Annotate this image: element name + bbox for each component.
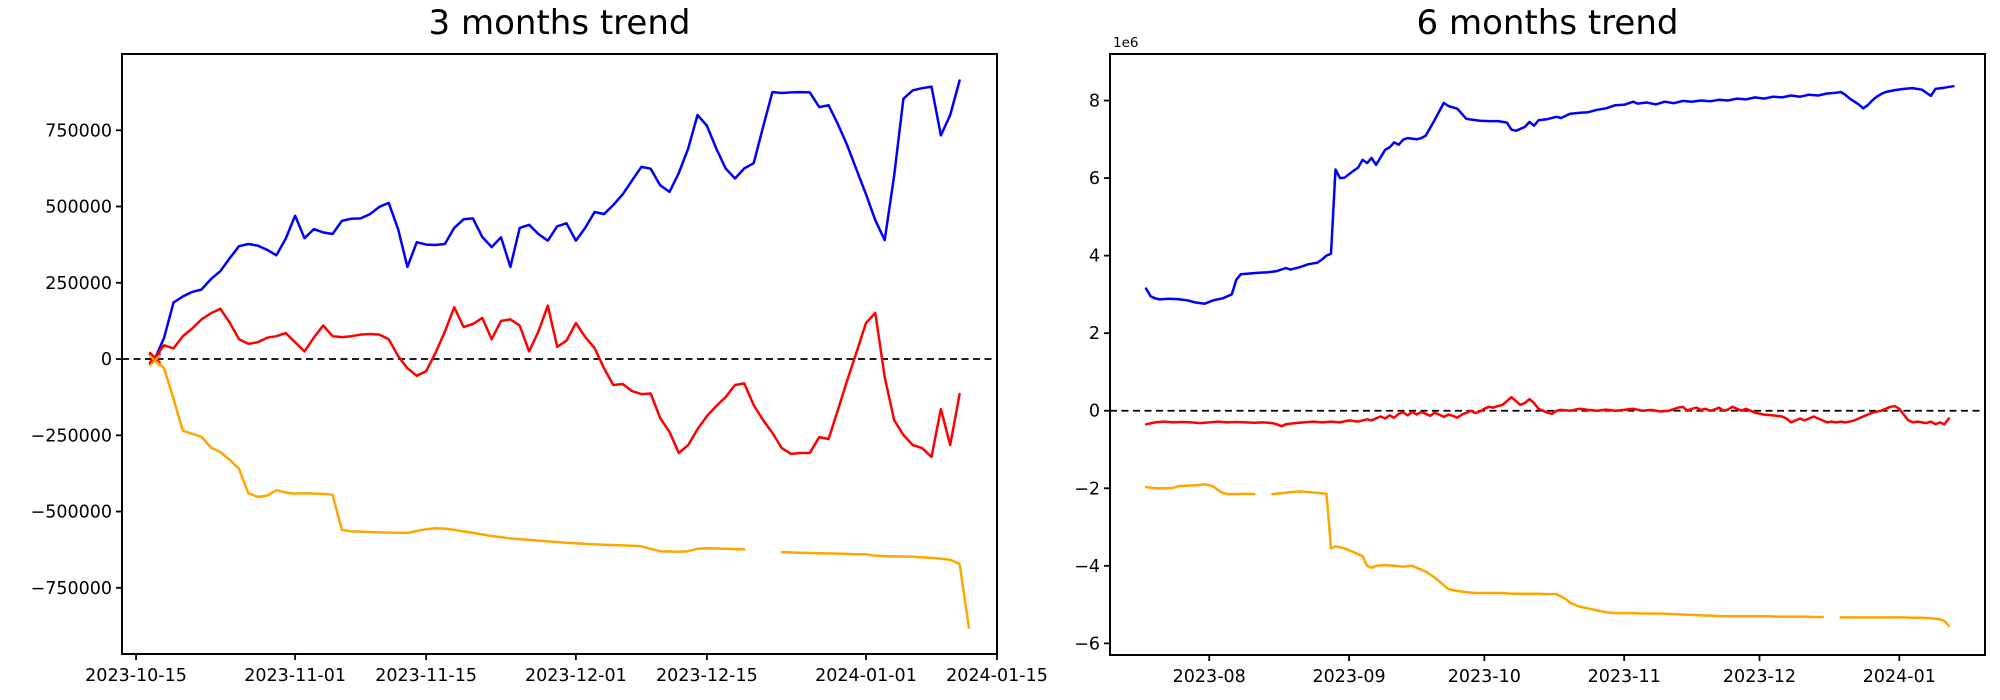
x-tick-label: 2023-11-15 — [375, 666, 477, 686]
series-orange-line — [1144, 483, 1256, 496]
y-axis: 8 6 4 2 0 −2 −4 −6 — [1074, 92, 1110, 654]
plot-border — [121, 53, 998, 655]
x-tick-label: 2023-10-15 — [85, 666, 187, 686]
plot-border — [1109, 53, 1986, 656]
series-red-line — [153, 304, 961, 459]
series-blue-line — [153, 79, 961, 361]
x-tick-label: 2023-10 — [1448, 667, 1521, 687]
y-tick-label: −250000 — [31, 426, 112, 446]
y-tick-label: 0 — [1089, 402, 1100, 422]
x-tick-label: 2023-12 — [1723, 667, 1796, 687]
x-tick-label: 2024-01-15 — [946, 666, 1048, 686]
y-tick-label: −2 — [1074, 479, 1100, 499]
series-orange-line — [780, 550, 971, 629]
x-tick-label: 2023-09 — [1312, 667, 1385, 687]
x-axis: 2023-08 2023-09 2023-10 2023-11 2023-12 2024-… — [1173, 655, 1936, 687]
x-tick-label: 2023-11-01 — [244, 666, 346, 686]
y-axis: 750000 500000 250000 0 −250000 −500000 −750000 — [31, 121, 122, 599]
x-tick-label: 2024-01-01 — [815, 666, 917, 686]
y-tick-label: 750000 — [45, 121, 112, 141]
y-tick-label: −750000 — [31, 579, 112, 599]
y-tick-label: 8 — [1089, 92, 1100, 112]
y-tick-label: 6 — [1089, 169, 1100, 189]
x-tick-label: 2023-08 — [1173, 667, 1246, 687]
series-orange-line — [1271, 490, 1824, 619]
x-tick-label: 2023-11 — [1588, 667, 1661, 687]
series-blue — [1144, 84, 1955, 305]
y-tick-label: −4 — [1074, 557, 1100, 577]
series-red — [1144, 395, 1951, 428]
y-tick-label: 2 — [1089, 324, 1100, 344]
series-red — [153, 304, 961, 459]
chart-title-6-months: 6 months trend — [1416, 3, 1679, 43]
chart-title-3-months: 3 months trend — [428, 3, 691, 43]
series-orange-line — [1839, 616, 1951, 628]
series-red-start-marker — [148, 351, 162, 364]
y-tick-label: 0 — [101, 350, 112, 370]
y-tick-label: −6 — [1074, 634, 1100, 654]
x-axis: 2023-10-15 2023-11-01 2023-11-15 2023-12-01… — [85, 654, 1048, 686]
y-tick-label: −500000 — [31, 503, 112, 523]
y-tick-label: 4 — [1089, 247, 1100, 267]
series-orange — [153, 359, 971, 629]
y-axis-offset-label: 1e6 — [1113, 35, 1138, 51]
y-tick-label: 500000 — [45, 198, 112, 218]
series-orange-start-marker — [148, 354, 162, 367]
x-tick-label: 2023-12-01 — [525, 666, 627, 686]
x-tick-label: 2024-01 — [1863, 667, 1936, 687]
x-tick-label: 2023-12-15 — [656, 666, 758, 686]
chart-6-months-trend: 2023-08 2023-09 2023-10 2023-11 2023-12 2024-… — [1074, 35, 1986, 687]
series-blue — [153, 79, 961, 361]
series-orange-line — [153, 359, 746, 554]
y-tick-label: 250000 — [45, 274, 112, 294]
series-blue-line — [1144, 84, 1955, 305]
series-red-line — [1144, 395, 1951, 428]
chart-3-months-trend: 2023-10-15 2023-11-01 2023-11-15 2023-12-01… — [31, 53, 1048, 686]
series-orange — [1144, 483, 1951, 628]
